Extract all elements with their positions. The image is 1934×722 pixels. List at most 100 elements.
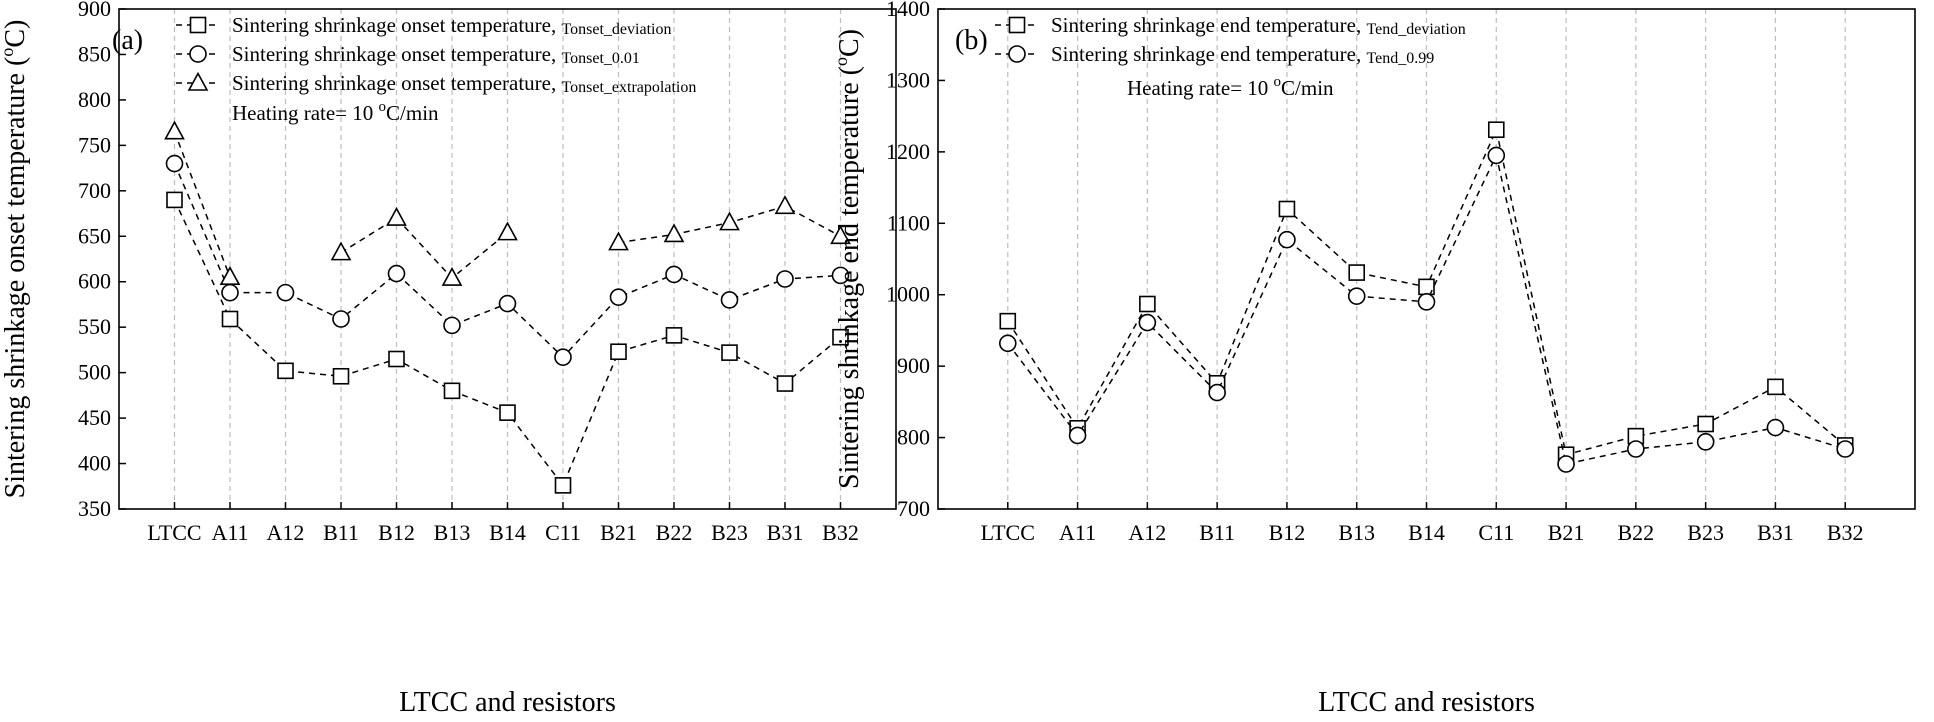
data-point-circle	[221, 283, 239, 302]
data-point-circle	[665, 265, 683, 284]
y-tick-label: 900	[78, 0, 111, 21]
data-point-circle	[332, 310, 350, 328]
x-tick-label: B22	[656, 520, 693, 545]
data-point-triangle	[663, 223, 685, 243]
y-tick-label: 650	[78, 223, 111, 248]
legend-entry: Sintering shrinkage end temperature, Ten…	[1051, 42, 1434, 67]
data-point-circle	[276, 283, 295, 302]
heating-rate-note: Heating rate= 10 oC/min	[232, 99, 439, 125]
data-point-square	[610, 343, 627, 361]
data-point-square	[1767, 378, 1784, 396]
legend-entry: Sintering shrinkage onset temperature, T…	[232, 42, 640, 67]
data-point-circle	[1627, 440, 1645, 458]
x-tick-label: B31	[1757, 520, 1794, 545]
x-tick-label: B32	[822, 520, 859, 545]
legend-marker	[189, 16, 207, 34]
data-point-triangle	[330, 241, 352, 261]
x-tick-label: B32	[1827, 520, 1864, 545]
series-square: Sintering shrinkage end temperature, Ten…	[995, 13, 1854, 464]
data-point-square	[832, 328, 849, 346]
y-tick-label: 800	[78, 87, 111, 112]
x-tick-label: B31	[767, 520, 804, 545]
data-point-circle	[498, 294, 517, 313]
data-point-circle	[1068, 426, 1087, 445]
x-tick-label: B21	[600, 520, 637, 545]
y-tick-label: 600	[78, 269, 111, 294]
data-point-circle	[609, 288, 628, 306]
x-tick-label: B14	[489, 520, 526, 545]
legend-marker	[187, 71, 209, 91]
data-point-triangle	[164, 120, 185, 140]
data-point-square	[776, 375, 794, 392]
data-point-circle	[1278, 230, 1296, 249]
y-tick-label: 700	[78, 178, 111, 203]
x-tick-label: B13	[434, 520, 471, 545]
data-point-square	[1278, 200, 1296, 218]
data-point-triangle	[719, 211, 740, 231]
data-point-circle	[1557, 455, 1575, 473]
data-point-circle	[1347, 287, 1366, 305]
series-triangle: Sintering shrinkage onset temperature, T…	[164, 71, 851, 286]
x-tick-label: C11	[545, 520, 581, 545]
data-point-circle	[998, 334, 1017, 353]
legend-marker	[1008, 45, 1026, 63]
legend-entry: Sintering shrinkage end temperature, Ten…	[1051, 13, 1466, 38]
x-tick-label: A11	[211, 520, 248, 545]
x-tick-label: A12	[1128, 520, 1166, 545]
x-tick-label: B12	[1269, 520, 1306, 545]
data-point-square	[332, 367, 350, 385]
y-tick-label: 900	[897, 353, 930, 378]
y-tick-label: 700	[897, 496, 930, 521]
data-point-triangle	[830, 225, 851, 245]
data-point-triangle	[497, 221, 518, 241]
data-point-circle	[443, 316, 461, 335]
x-tick-label: B11	[323, 520, 359, 545]
data-point-triangle	[441, 266, 463, 286]
series-circle: Sintering shrinkage onset temperature, T…	[165, 42, 850, 366]
data-point-square	[554, 477, 572, 494]
data-point-square	[499, 404, 516, 421]
data-point-square	[999, 312, 1017, 330]
data-point-square	[1139, 295, 1156, 313]
data-point-circle	[1766, 418, 1785, 437]
data-point-circle	[387, 264, 406, 283]
y-tick-label: 1300	[886, 67, 930, 92]
y-axis-title: Sintering shrinkage onset temperature (o…	[0, 20, 31, 499]
x-tick-label: B12	[378, 520, 415, 545]
data-point-square	[1697, 415, 1714, 433]
data-point-circle	[1836, 440, 1855, 458]
data-point-circle	[165, 154, 184, 173]
x-tick-label: B23	[1687, 520, 1724, 545]
legend-marker	[189, 45, 207, 63]
y-tick-label: 1400	[886, 0, 930, 21]
data-point-triangle	[608, 231, 629, 251]
y-tick-label: 400	[78, 451, 111, 476]
x-axis-title: LTCC and resistors	[399, 687, 616, 718]
chart-panel-a: 350 400 450 500 550 600 650 700 750 800 850 900 LTCC…	[0, 0, 897, 718]
data-point-triangle	[386, 206, 407, 226]
y-tick-label: 500	[78, 360, 111, 385]
data-point-square	[388, 350, 405, 368]
data-point-circle	[1487, 146, 1506, 165]
x-tick-label: B11	[1199, 520, 1235, 545]
series-line	[173, 131, 231, 278]
data-point-circle	[1138, 313, 1157, 332]
series-line	[340, 217, 508, 280]
data-point-square	[443, 382, 461, 400]
x-tick-label: LTCC	[981, 520, 1035, 545]
y-tick-label: 750	[78, 132, 111, 157]
panel-label: (b)	[955, 25, 988, 56]
data-point-square	[721, 344, 738, 361]
series-circle: Sintering shrinkage end temperature, Ten…	[995, 42, 1855, 473]
panel-label: (a)	[112, 25, 143, 56]
x-axis-title: LTCC and resistors	[1318, 687, 1535, 718]
y-tick-label: 1000	[886, 282, 930, 307]
y-axis-title: Sintering shrinkage end temperature (oC)	[831, 29, 865, 489]
y-tick-label: 350	[78, 496, 111, 521]
x-tick-label: B14	[1408, 520, 1445, 545]
data-point-triangle	[219, 266, 241, 285]
y-tick-label: 450	[78, 405, 111, 430]
x-tick-label: B21	[1548, 520, 1585, 545]
legend-entry: Sintering shrinkage onset temperature, T…	[232, 13, 671, 38]
